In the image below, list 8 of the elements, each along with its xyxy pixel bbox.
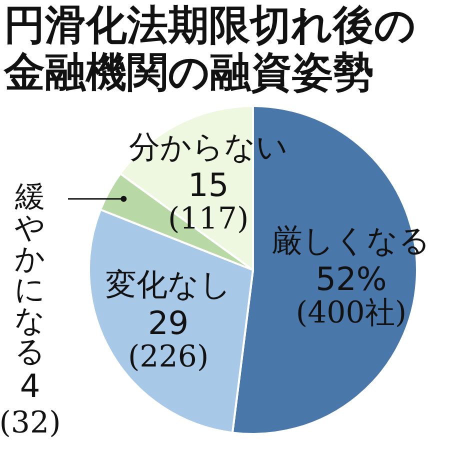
data-label: 4 (32) <box>0 367 61 441</box>
data-label: 15 (117) <box>168 166 249 237</box>
slice-label: 分からない <box>128 129 288 166</box>
data-label: 29 (226) <box>128 304 209 374</box>
data-label: 52% (400社) <box>296 260 407 330</box>
slice-label: 緩やかになる <box>14 180 46 370</box>
slice-label: 変化なし <box>105 267 232 304</box>
chart-title: 円滑化法期限切れ後の金融機関の融資姿勢 <box>4 1 417 96</box>
